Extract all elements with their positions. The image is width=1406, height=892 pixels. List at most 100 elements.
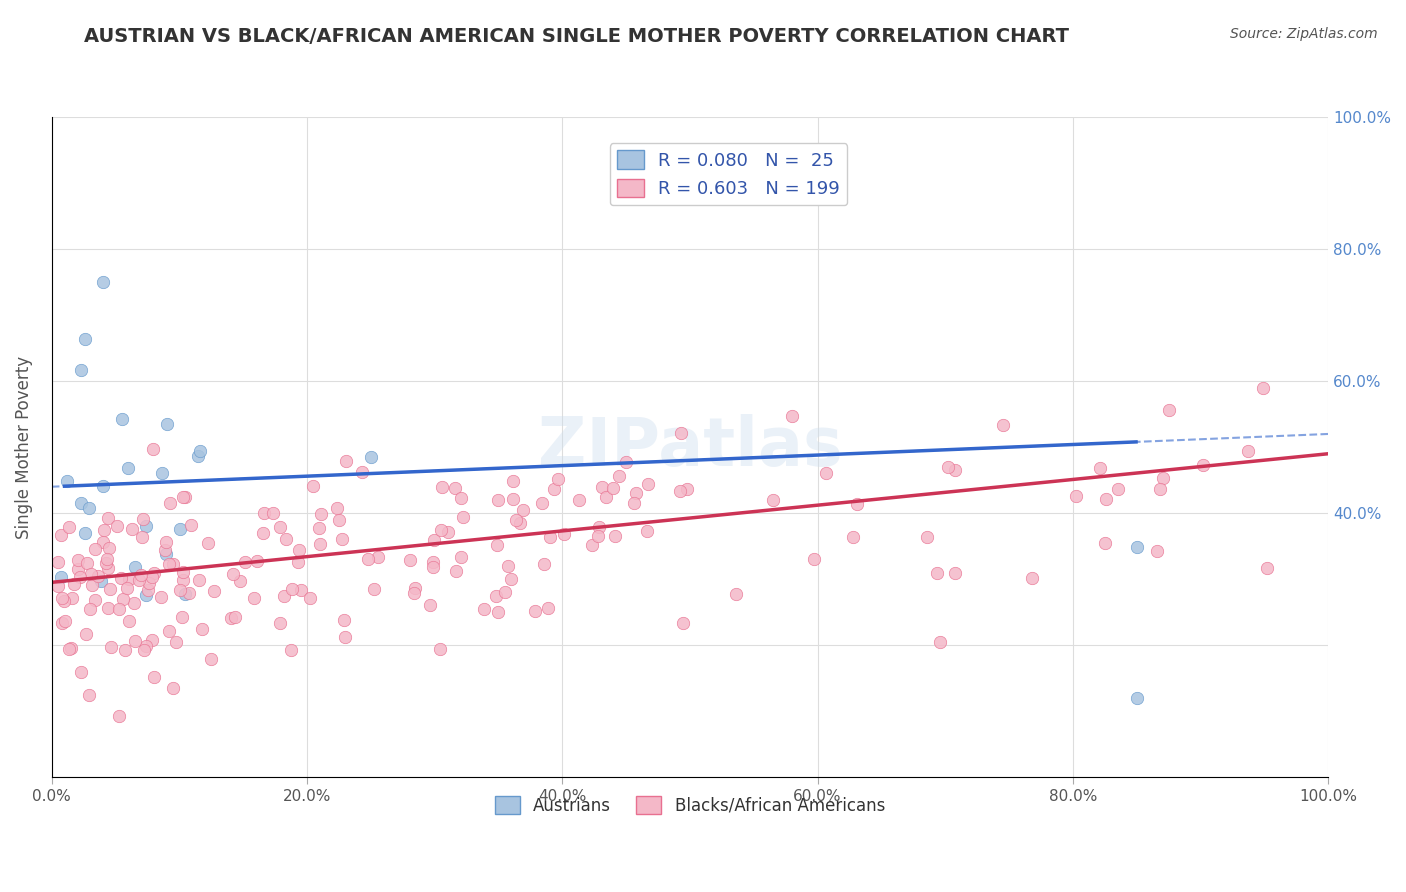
Point xyxy=(80,577,103,591)
Point xyxy=(936,459,959,474)
Point xyxy=(524,604,547,618)
Point xyxy=(70,496,93,510)
Point xyxy=(432,480,454,494)
Point xyxy=(422,555,444,569)
Point xyxy=(1236,444,1258,458)
Point xyxy=(404,581,426,595)
Point xyxy=(172,565,194,579)
Point xyxy=(486,605,509,619)
Point xyxy=(1146,544,1168,558)
Point xyxy=(474,601,496,615)
Point xyxy=(1191,458,1213,472)
Point xyxy=(110,411,132,425)
Point xyxy=(128,573,150,587)
Y-axis label: Single Mother Poverty: Single Mother Poverty xyxy=(15,356,32,539)
Point xyxy=(62,577,84,591)
Point xyxy=(676,483,699,497)
Point xyxy=(308,521,330,535)
Point xyxy=(803,552,825,566)
Point xyxy=(91,275,114,289)
Point xyxy=(98,582,121,597)
Point xyxy=(121,522,143,536)
Point xyxy=(219,611,242,625)
Point xyxy=(197,536,219,550)
Point xyxy=(124,634,146,648)
Point xyxy=(262,506,284,520)
Point xyxy=(669,484,692,499)
Point xyxy=(943,566,966,581)
Point xyxy=(363,582,385,596)
Point xyxy=(131,530,153,544)
Point xyxy=(55,474,77,488)
Point xyxy=(142,566,165,580)
Point xyxy=(1064,490,1087,504)
Point xyxy=(222,566,245,581)
Point xyxy=(96,557,118,571)
Point xyxy=(1088,461,1111,475)
Point xyxy=(86,569,108,583)
Point xyxy=(70,362,93,376)
Point xyxy=(150,467,173,481)
Point xyxy=(229,574,252,589)
Point xyxy=(1107,482,1129,496)
Point xyxy=(624,486,647,500)
Point xyxy=(172,573,194,587)
Point xyxy=(170,610,193,624)
Point xyxy=(253,506,276,520)
Point xyxy=(280,582,302,596)
Point xyxy=(80,567,103,582)
Point xyxy=(105,519,128,533)
Point xyxy=(118,614,141,628)
Point xyxy=(588,520,610,534)
Point xyxy=(53,614,76,628)
Point xyxy=(66,562,89,576)
Point xyxy=(49,570,72,584)
Point xyxy=(75,626,97,640)
Point xyxy=(499,572,522,586)
Point xyxy=(842,530,865,544)
Point xyxy=(991,418,1014,433)
Point xyxy=(287,555,309,569)
Point xyxy=(512,503,534,517)
Point xyxy=(1157,403,1180,417)
Point xyxy=(141,442,163,456)
Point xyxy=(155,535,177,549)
Point xyxy=(444,481,467,495)
Point xyxy=(107,708,129,723)
Point xyxy=(162,557,184,571)
Point xyxy=(135,639,157,653)
Point xyxy=(98,541,121,555)
Point xyxy=(299,591,322,606)
Point xyxy=(274,532,297,546)
Point xyxy=(762,492,785,507)
Point xyxy=(132,512,155,526)
Point xyxy=(780,409,803,423)
Point xyxy=(486,538,509,552)
Point xyxy=(70,665,93,679)
Point xyxy=(180,518,202,533)
Point xyxy=(280,642,302,657)
Point xyxy=(190,443,212,458)
Point xyxy=(124,560,146,574)
Point xyxy=(399,553,422,567)
Point xyxy=(595,490,617,504)
Text: ZIPatlas: ZIPatlas xyxy=(537,414,842,480)
Point xyxy=(69,570,91,584)
Point xyxy=(97,511,120,525)
Point xyxy=(509,516,531,530)
Point xyxy=(846,498,869,512)
Point xyxy=(156,417,179,431)
Point xyxy=(450,550,472,565)
Point xyxy=(174,490,197,504)
Point xyxy=(174,587,197,601)
Point xyxy=(925,566,948,580)
Point xyxy=(1149,483,1171,497)
Point xyxy=(1125,540,1147,554)
Point xyxy=(243,591,266,605)
Point xyxy=(67,552,90,566)
Point xyxy=(494,585,516,599)
Point xyxy=(636,524,658,539)
Legend: Austrians, Blacks/African Americans: Austrians, Blacks/African Americans xyxy=(488,789,891,822)
Point xyxy=(224,610,246,624)
Point xyxy=(290,582,312,597)
